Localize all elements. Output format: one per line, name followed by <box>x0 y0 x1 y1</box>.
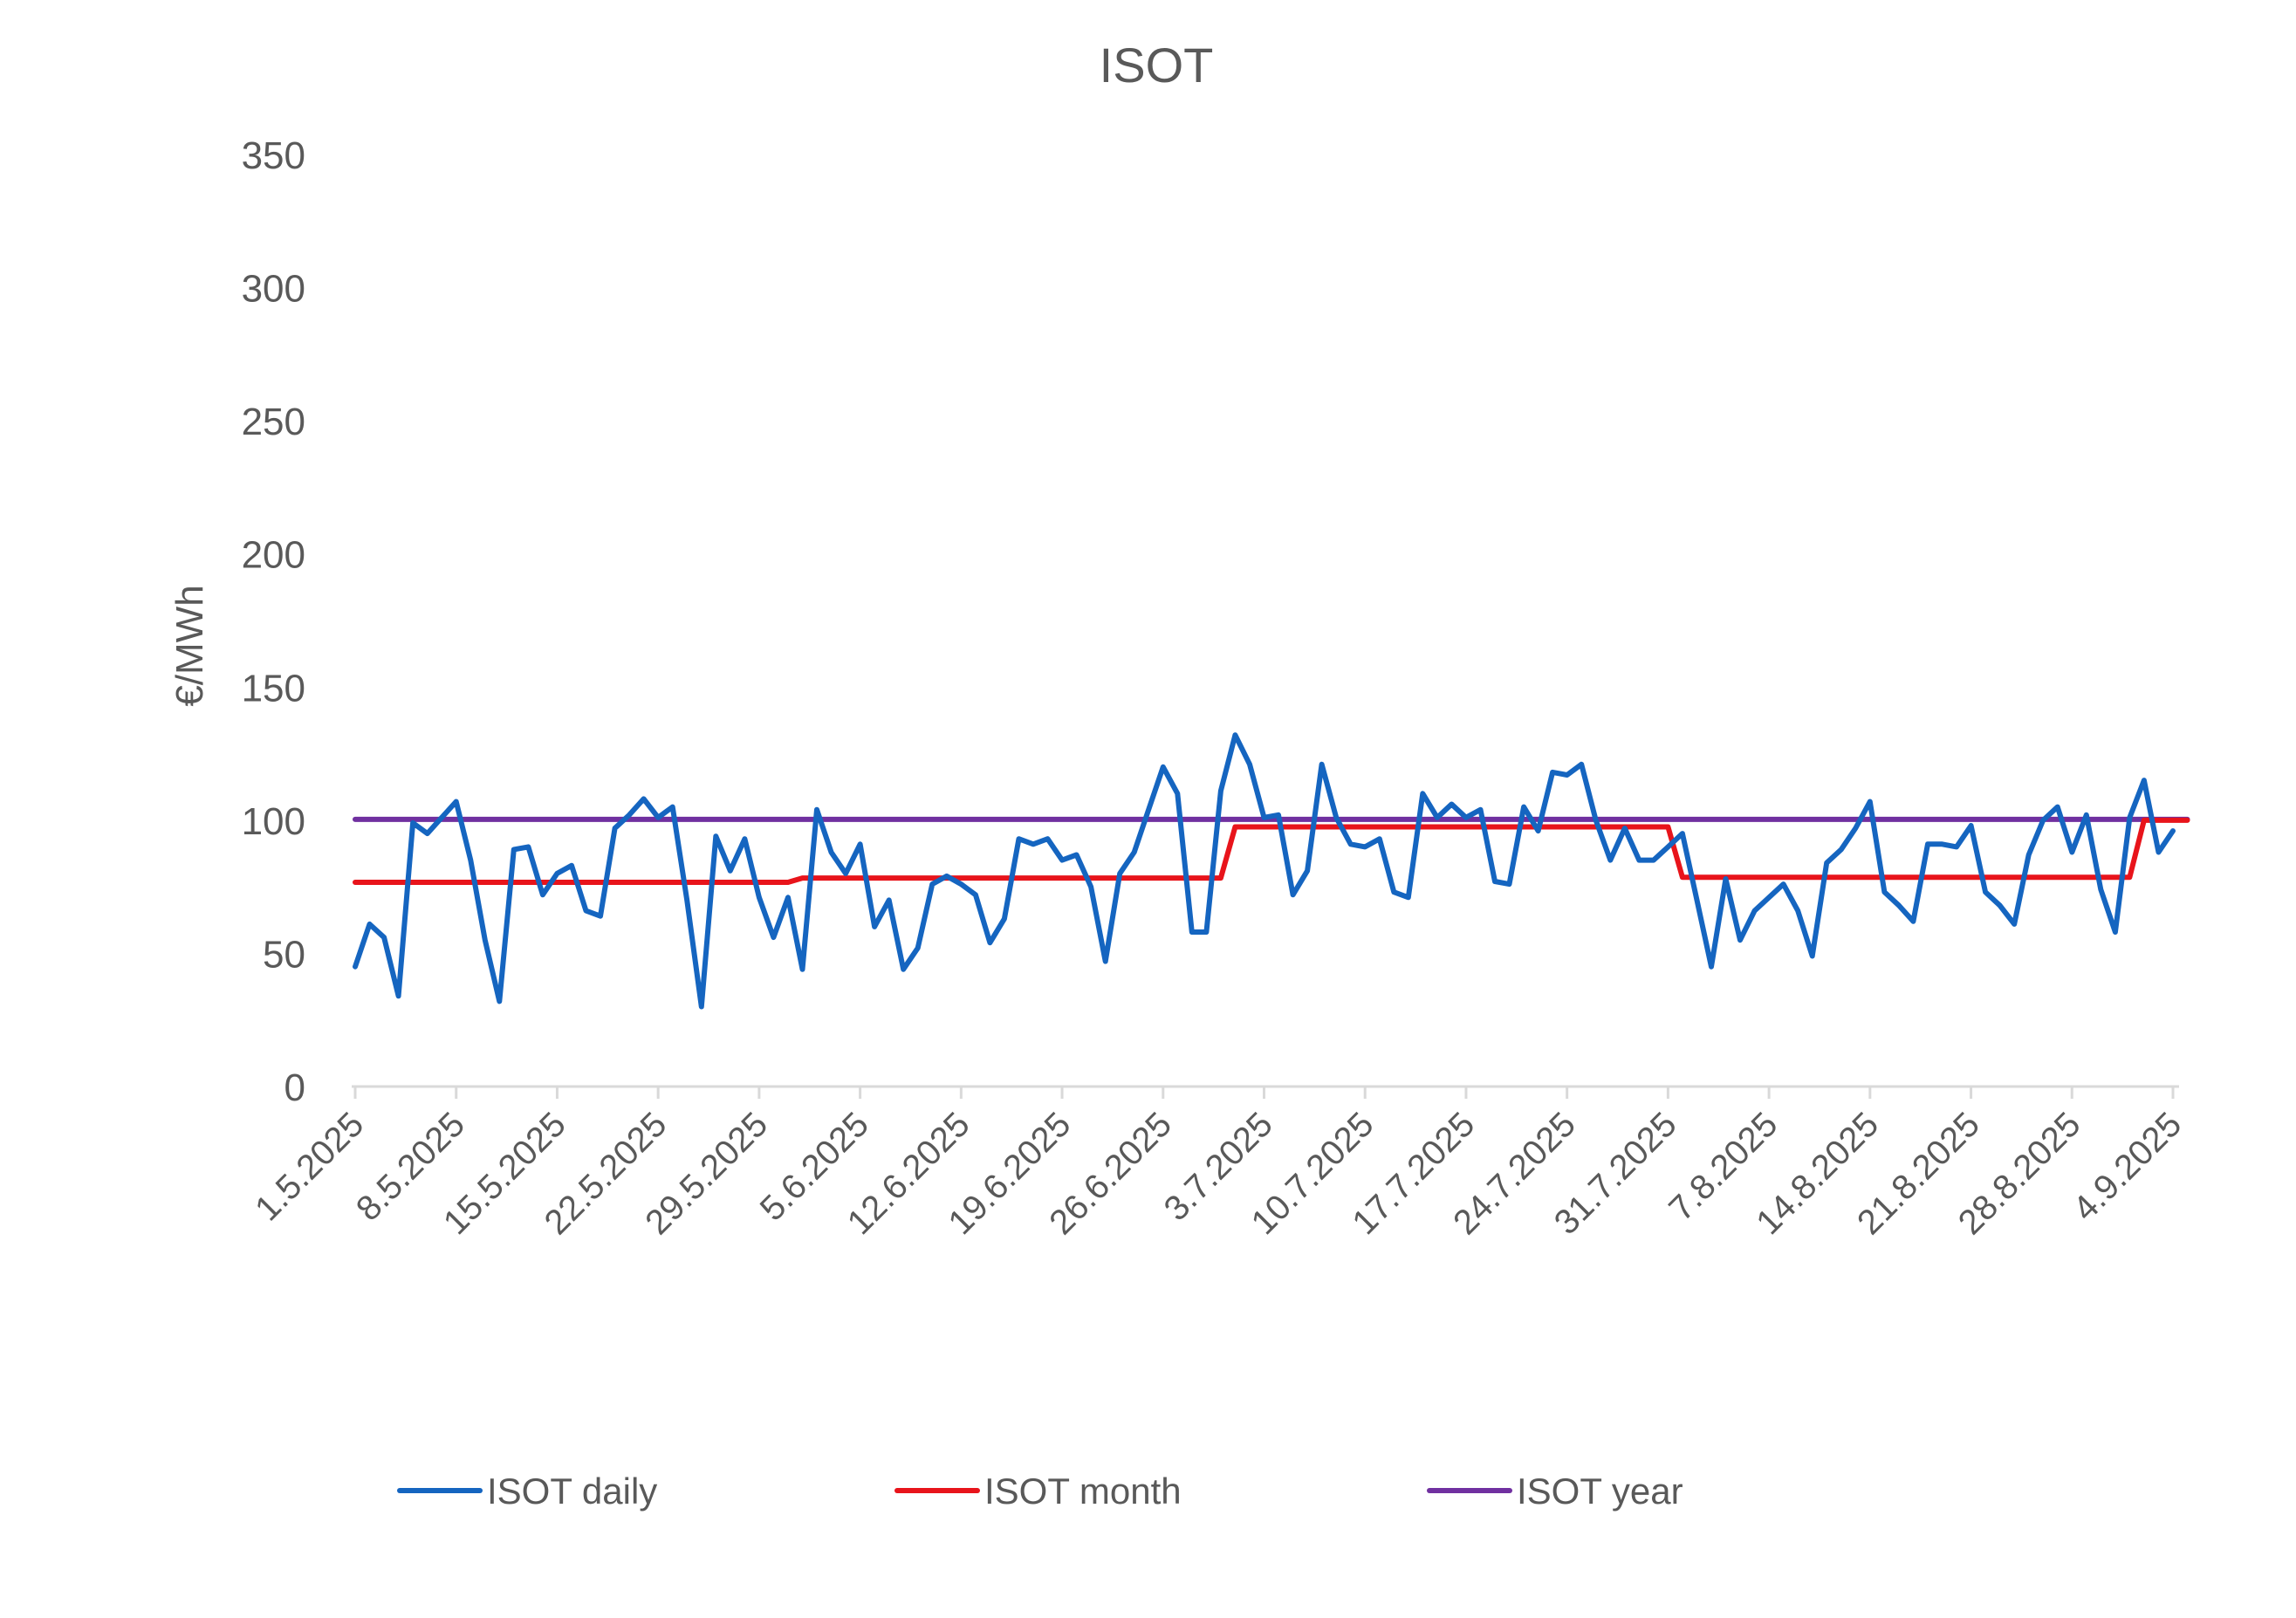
y-axis-ticks: 0 50 100 150 200 250 300 350 <box>242 134 305 1109</box>
chart-title: ISOT <box>1100 38 1214 93</box>
y-tick-label: 50 <box>263 933 305 976</box>
legend-label: ISOT year <box>1517 1471 1683 1512</box>
y-tick-label: 250 <box>242 401 305 443</box>
legend-label: ISOT month <box>984 1471 1182 1512</box>
y-tick-label: 350 <box>242 134 305 177</box>
y-axis-label: €/MWh <box>168 585 211 706</box>
series-lines <box>353 732 2190 1010</box>
y-tick-label: 200 <box>242 534 305 577</box>
series-line-isot-daily <box>353 732 2176 1010</box>
y-tick-label: 0 <box>284 1066 305 1109</box>
legend: ISOT daily ISOT month ISOT year <box>397 1471 1683 1512</box>
y-tick-label: 300 <box>242 268 305 311</box>
y-tick-label: 150 <box>242 667 305 710</box>
y-tick-label: 100 <box>242 800 305 843</box>
legend-label: ISOT daily <box>487 1471 657 1512</box>
